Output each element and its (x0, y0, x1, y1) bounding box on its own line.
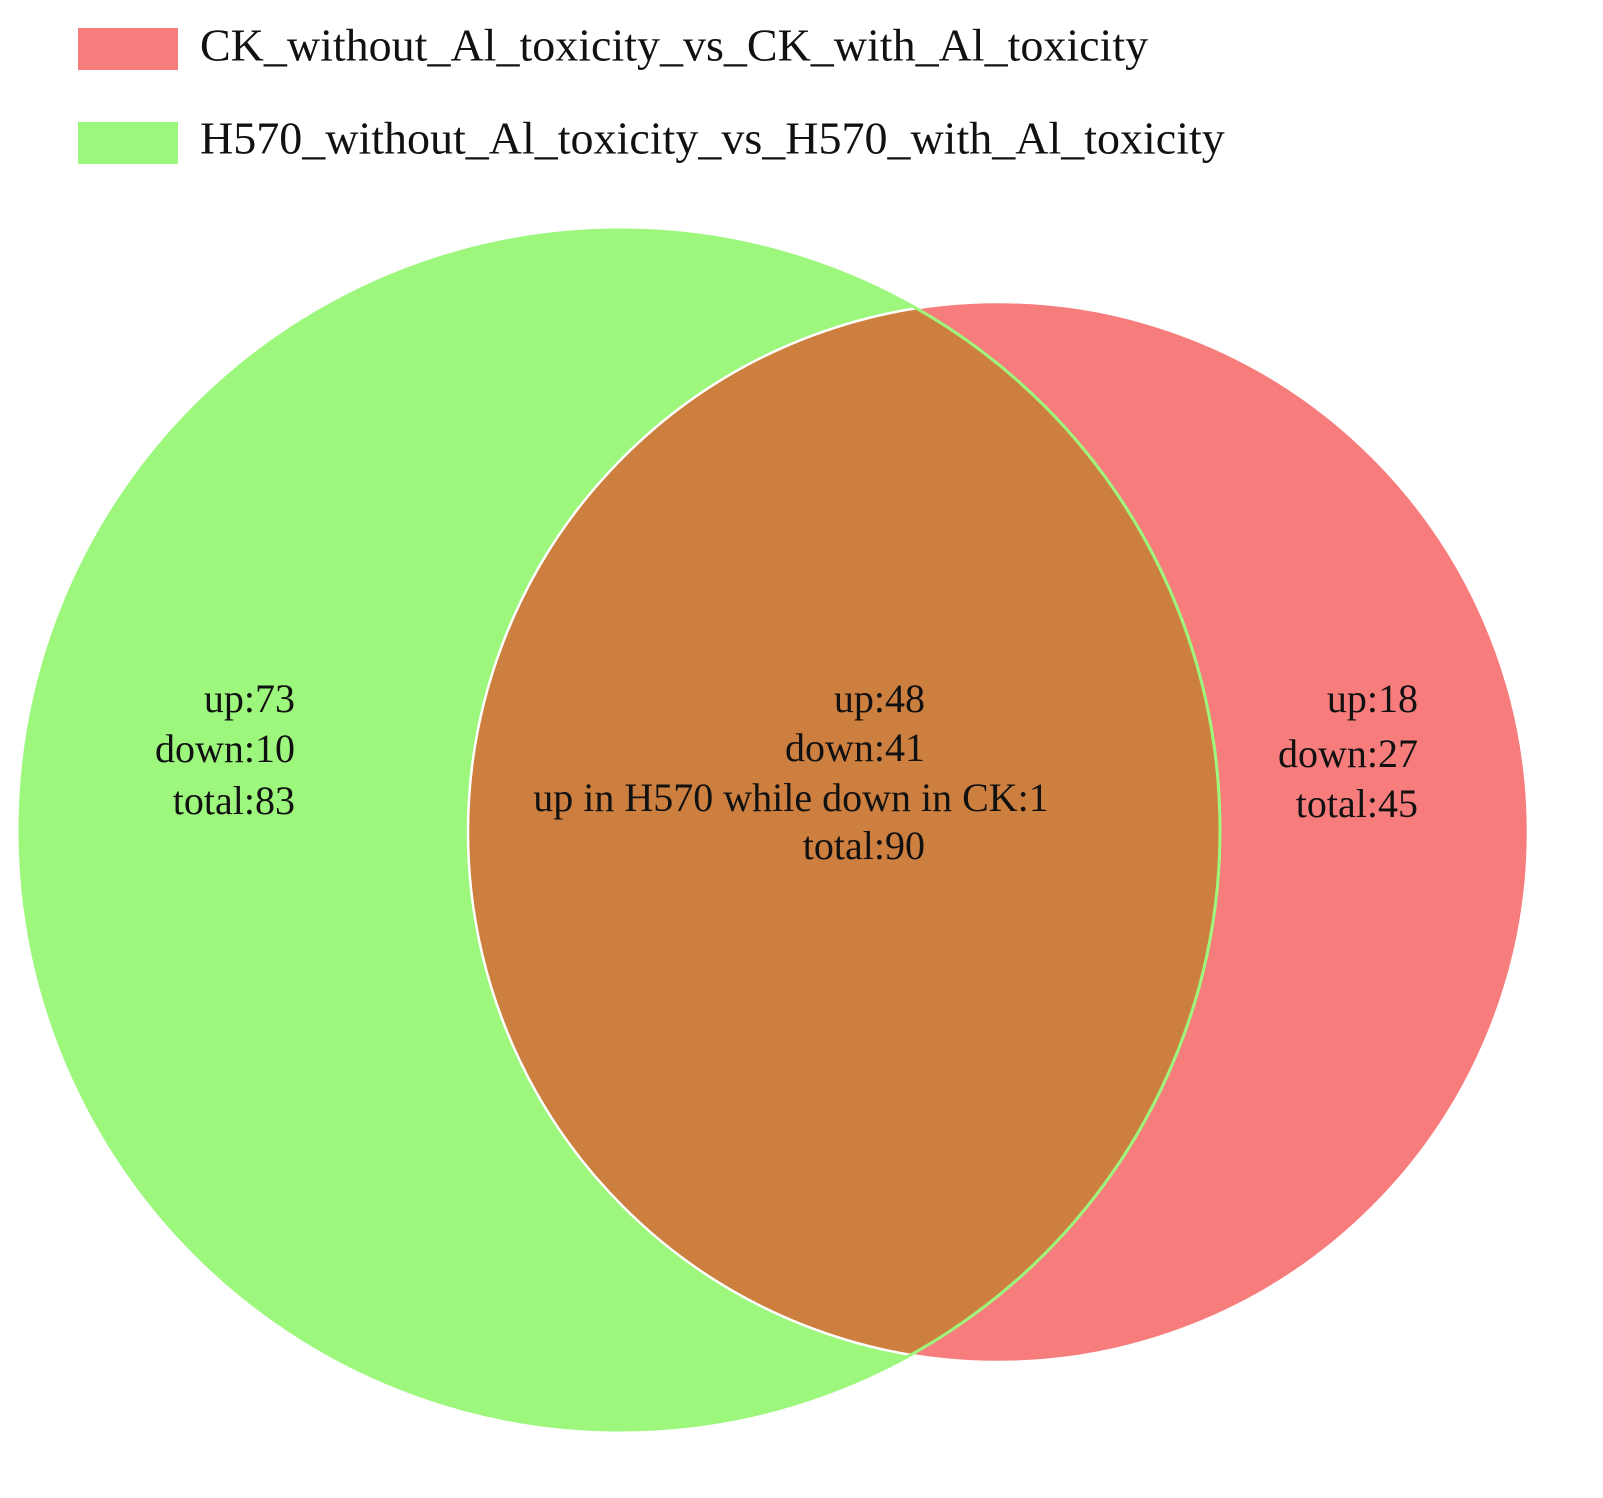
legend-swatch (78, 28, 178, 70)
region-label: up in H570 while down in CK:1 (533, 775, 1049, 820)
overlap-region (468, 302, 1220, 1362)
legend-label: CK_without_Al_toxicity_vs_CK_with_Al_tox… (200, 20, 1148, 71)
region-label: total:45 (1296, 781, 1418, 826)
red-border (466, 300, 1530, 1364)
region-label: down:10 (155, 726, 295, 771)
legend-label: H570_without_Al_toxicity_vs_H570_with_Al… (200, 113, 1225, 164)
region-label: up:18 (1327, 676, 1418, 721)
green-edge (18, 228, 1222, 1432)
region-label: down:41 (785, 725, 925, 770)
region-label: total:83 (173, 778, 295, 823)
region-label: up:48 (834, 676, 925, 721)
region-label: down:27 (1278, 731, 1418, 776)
region-label: up:73 (204, 676, 295, 721)
region-label: total:90 (803, 823, 925, 868)
legend-swatch (78, 122, 178, 164)
